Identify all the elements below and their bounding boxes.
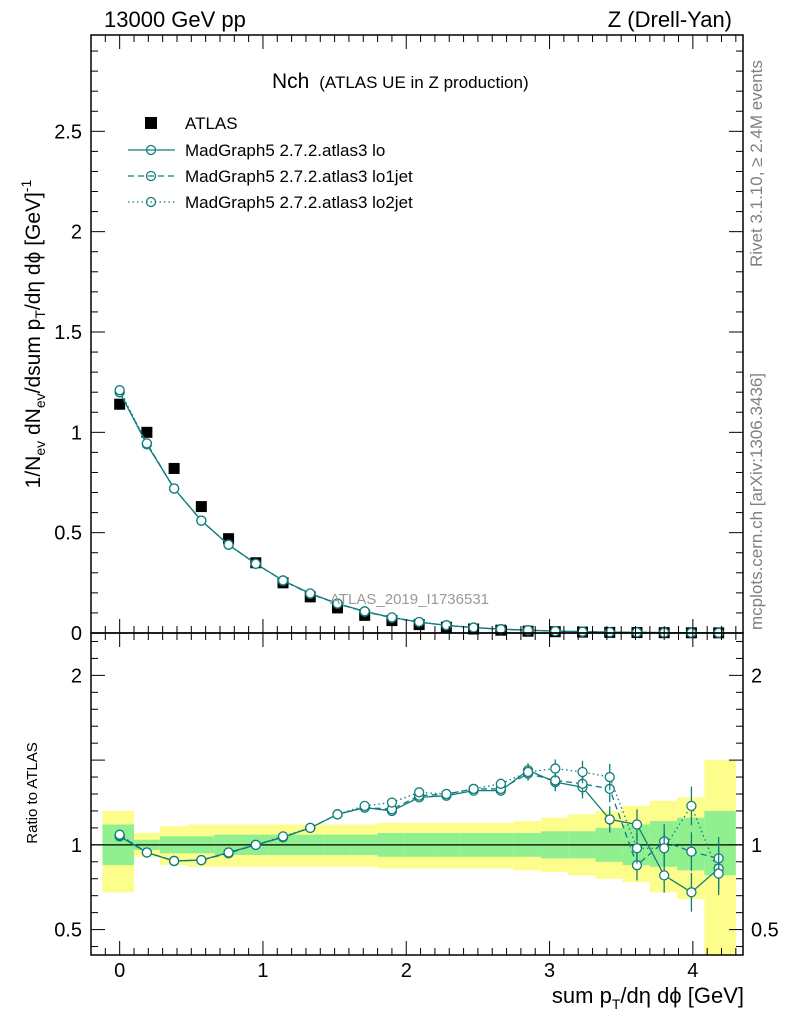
ratio-point-dotted: [577, 766, 588, 778]
ratio-point-solid: [686, 887, 697, 898]
mc-line-dotted: [119, 389, 719, 634]
mc-point-dotted: [223, 539, 234, 550]
mc-point-dotted: [577, 626, 588, 637]
x-tick-labels: 0 1 2 3 4: [114, 960, 698, 982]
ratio-band-inner: [677, 817, 705, 871]
x-tick-label: 0: [114, 960, 125, 982]
header-right: Z (Drell-Yan): [608, 7, 732, 32]
atlas-data-point: [141, 426, 153, 438]
ratio-ytick-label: 2: [71, 665, 82, 687]
mc-point-dotted: [550, 625, 561, 637]
watermark: ATLAS_2019_I1736531: [330, 591, 489, 608]
legend-lo2jet-label: MadGraph5 2.7.2.atlas3 lo2jet: [185, 193, 413, 212]
ratio-line-dashed: [119, 772, 719, 867]
ratio-point-dashed: [686, 846, 697, 857]
ratio-ytick-label-right: 0.5: [751, 920, 779, 942]
mc-point-dotted: [114, 385, 125, 396]
mc-point-dotted: [386, 612, 398, 623]
ratio-point-dotted: [386, 797, 398, 808]
ratio-point-dotted: [631, 843, 643, 854]
mc-point-dotted: [250, 558, 261, 569]
main-ytick-label: 1.5: [54, 322, 82, 344]
ratio-point-dotted: [250, 839, 261, 850]
mc-point-dotted: [413, 616, 425, 628]
mc-point-dotted: [604, 626, 615, 638]
legend-lo-label: MadGraph5 2.7.2.atlas3 lo: [185, 141, 385, 160]
x-axis-title: sum pT/dη dϕ [GeV]: [552, 983, 744, 1012]
legend-lo1jet-label: MadGraph5 2.7.2.atlas3 lo1jet: [185, 167, 413, 186]
ratio-point-dotted: [141, 847, 153, 858]
ratio-point-solid: [659, 870, 670, 881]
ratio-ytick-label-right: 2: [751, 665, 762, 687]
plot-title-main: Nch: [272, 70, 309, 93]
ratio-ytick-label: 0.5: [54, 920, 82, 942]
main-ytick-label: 2: [71, 222, 82, 244]
ratio-point-dotted: [332, 809, 343, 820]
main-ytick-labels: 0 0.5 1 1.5 2 2.5: [54, 121, 82, 645]
ratio-point-dotted: [277, 831, 289, 842]
atlas-data-point: [223, 533, 235, 545]
ratio-point-solid: [631, 819, 643, 830]
mc-point-dotted: [141, 438, 153, 449]
ratio-point-dotted: [495, 778, 506, 789]
ratio-point-dotted: [168, 855, 180, 867]
main-ylabel: 1/Nev dNev/dsum pT/dη dϕ [GeV]-1: [18, 179, 48, 488]
x-tick-label: 3: [544, 960, 555, 982]
mc-point-dotted: [359, 606, 370, 617]
atlas-data-point: [168, 462, 180, 474]
mc-point-dotted: [277, 575, 289, 586]
mc-point-dotted: [196, 515, 207, 526]
ratio-point-dotted: [659, 843, 670, 854]
ratio-panel: 0.5 0.5 1 1 2 2 0 1 2 3 4 Ratio to ATLAS: [24, 632, 779, 982]
ratio-point-solid: [604, 814, 615, 825]
ratio-point-dotted: [223, 847, 234, 858]
ratio-point-dotted: [522, 766, 534, 778]
ratio-axis-ticks: [90, 633, 743, 955]
x-tick-label: 4: [687, 960, 698, 982]
ratio-point-dotted: [604, 771, 615, 783]
legend-lo-marker: [145, 144, 157, 156]
atlas-data-point: [195, 501, 207, 513]
atlas-data-point: [114, 398, 126, 410]
header-left: 13000 GeV pp: [104, 7, 246, 32]
ratio-point-dotted: [359, 800, 370, 812]
side-label-rivet: Rivet 3.1.10, ≥ 2.4M events: [747, 60, 766, 267]
ratio-point-dotted: [305, 822, 316, 834]
ratio-point-dotted: [713, 868, 724, 879]
ratio-point-dotted: [686, 800, 697, 812]
legend: ATLAS MadGraph5 2.7.2.atlas3 lo MadGraph…: [128, 114, 413, 212]
main-ytick-label: 0.5: [54, 523, 82, 545]
plot-title: Nch (ATLAS UE in Z production): [272, 70, 529, 93]
main-ytick-label: 0: [71, 623, 82, 645]
mc-point-dotted: [441, 620, 452, 631]
ratio-ytick-labels: 0.5 0.5 1 1 2 2: [54, 665, 779, 941]
side-label-mcplots: mcplots.cern.ch [arXiv:1306.3436]: [747, 373, 766, 630]
legend-atlas-marker: [145, 117, 157, 129]
ratio-point-dotted: [468, 783, 479, 795]
ratio-marks: [91, 759, 743, 955]
ratio-point-dotted: [413, 787, 425, 798]
plot-title-sub: (ATLAS UE in Z production): [319, 73, 528, 92]
x-tick-label: 2: [401, 960, 412, 982]
main-panel: 0 0.5 1 1.5 2 2.5 Nch (ATLAS UE in Z producti…: [18, 34, 744, 645]
mc-point-dotted: [468, 622, 479, 633]
ratio-point-dotted: [196, 854, 207, 866]
mc-point-dotted: [168, 483, 180, 494]
ratio-ylabel: Ratio to ATLAS: [24, 742, 41, 843]
legend-lo2jet-marker: [145, 196, 157, 208]
legend-lo1jet-marker: [145, 170, 157, 182]
ratio-ytick-label: 1: [71, 835, 82, 857]
main-ytick-label: 1: [71, 422, 82, 444]
ratio-point-dotted: [114, 829, 125, 840]
x-tick-label: 1: [257, 960, 268, 982]
legend-atlas-label: ATLAS: [185, 114, 238, 133]
ratio-ytick-label-right: 1: [751, 835, 762, 857]
main-ytick-label: 2.5: [54, 121, 82, 143]
mc-point-dotted: [305, 588, 316, 599]
mc-point-dotted: [332, 598, 343, 609]
ratio-point-dotted: [441, 788, 452, 800]
ratio-point-dotted: [550, 763, 561, 774]
